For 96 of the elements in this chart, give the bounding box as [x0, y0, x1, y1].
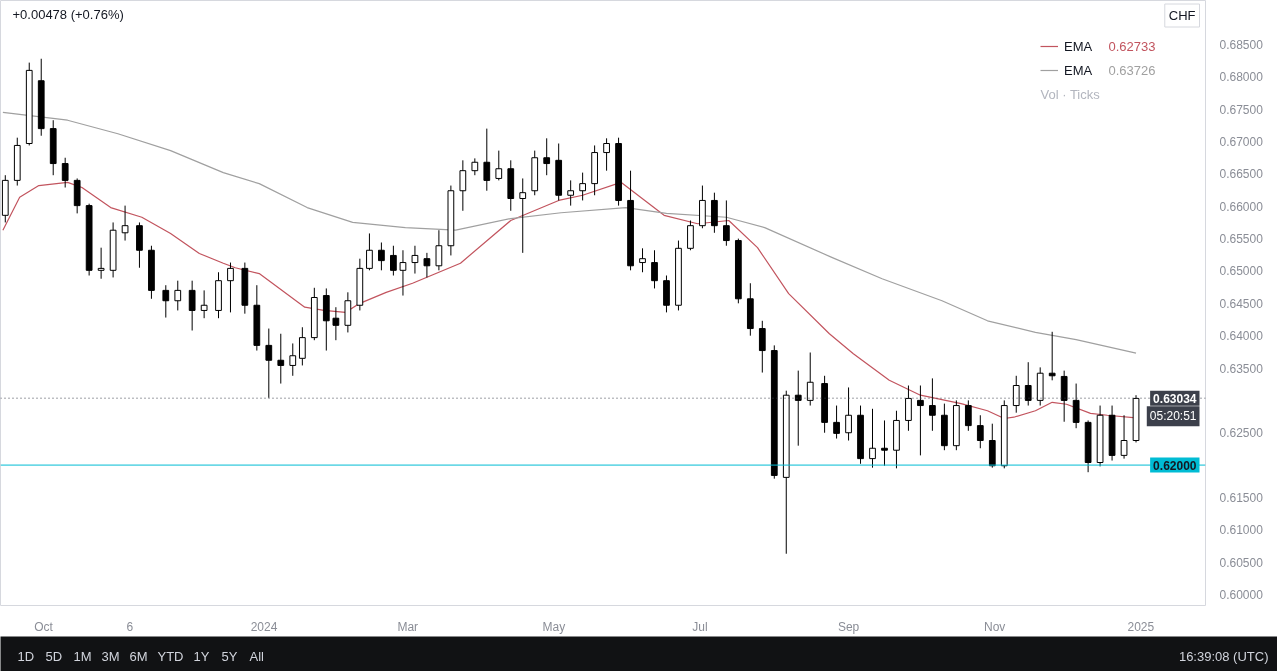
- x-tick-label: May: [542, 619, 566, 634]
- y-tick-label: 0.60000: [1219, 588, 1264, 602]
- text: 6M: [129, 648, 148, 664]
- annotation: +0.00478 (+0.76%): [12, 7, 124, 22]
- candlestick: [298, 326, 306, 366]
- candlestick: [567, 179, 575, 207]
- candlestick: [483, 128, 491, 192]
- text: 16:39:08 (UTC): [1178, 648, 1269, 664]
- text: 3M: [101, 648, 120, 664]
- candlestick: [265, 328, 273, 399]
- candlestick: [459, 159, 467, 212]
- candlestick: [495, 150, 503, 181]
- y-tick-label: 0.67000: [1219, 135, 1264, 150]
- x-tick-label: Oct: [34, 619, 54, 634]
- candlestick: [227, 262, 234, 313]
- legend-label: EMA: [1064, 37, 1093, 56]
- y-tick-label: 0.66500: [1219, 167, 1264, 182]
- candlestick: [200, 289, 208, 319]
- candlestick: [976, 414, 984, 449]
- ref-line-label: 0.62000: [1153, 458, 1197, 473]
- candlestick: [833, 405, 840, 440]
- candlestick: [579, 172, 587, 201]
- candlestick: [651, 249, 658, 289]
- y-tick-label: 0.61000: [1219, 523, 1264, 538]
- annotation: 0.62733: [1108, 39, 1156, 54]
- text: 5Y: [221, 648, 238, 664]
- candlestick: [543, 137, 551, 176]
- candlestick: [905, 385, 912, 432]
- candlestick: [687, 220, 694, 251]
- x-tick-label: 2025: [1127, 619, 1155, 634]
- text: All: [249, 648, 265, 664]
- candlestick: [1048, 331, 1056, 381]
- y-tick-label: 0.62500: [1219, 426, 1264, 441]
- candlestick: [639, 247, 646, 273]
- candlestick: [390, 245, 397, 276]
- annotation: CHF: [1168, 8, 1196, 23]
- candlestick: [423, 252, 431, 278]
- candlestick: [435, 229, 443, 271]
- candlestick: [411, 245, 419, 275]
- candlestick: [806, 352, 814, 407]
- candlestick: [519, 177, 527, 254]
- candlestick: [188, 280, 196, 331]
- annotation: 05:20:51: [1149, 409, 1197, 424]
- y-tick-label: 0.63500: [1219, 361, 1264, 376]
- candlestick: [1060, 370, 1068, 423]
- text: 1Y: [193, 648, 210, 664]
- text: YTD: [157, 648, 184, 664]
- x-tick-label: 6: [126, 619, 134, 634]
- candlestick: [277, 333, 285, 385]
- x-tick-label: Sep: [837, 619, 860, 634]
- y-tick-label: 0.65500: [1219, 232, 1264, 247]
- annotation: 0.63726: [1108, 63, 1156, 78]
- candlestick: [845, 386, 852, 441]
- candlestick: [162, 284, 170, 319]
- candlestick: [97, 247, 105, 280]
- candlestick: [917, 385, 924, 456]
- x-tick-label: Mar: [397, 619, 419, 634]
- candlestick: [869, 408, 876, 469]
- candlestick: [881, 419, 888, 467]
- candlestick: [1024, 361, 1032, 407]
- y-tick-label: 0.68500: [1219, 38, 1264, 52]
- candlestick: [121, 205, 129, 242]
- candlestick: [929, 377, 936, 432]
- candlestick: [1072, 383, 1080, 429]
- annotation: Vol · Ticks: [1040, 87, 1101, 102]
- candlestick: [174, 280, 182, 311]
- x-tick-label: 2024: [250, 619, 278, 634]
- y-tick-label: 0.60500: [1219, 555, 1264, 570]
- y-tick-label: 0.66000: [1219, 199, 1264, 214]
- candlestick: [964, 399, 972, 432]
- line-series: [2, 111, 1137, 354]
- candlestick: [723, 199, 730, 247]
- candlestick: [289, 342, 297, 377]
- y-tick-label: 0.61500: [1219, 490, 1264, 505]
- candlestick: [758, 320, 766, 374]
- candlestick: [61, 157, 69, 188]
- x-tick-label: Jul: [692, 619, 708, 634]
- text: 5D: [45, 648, 63, 664]
- y-tick-label: 0.64000: [1219, 329, 1264, 344]
- text: 1D: [17, 648, 35, 664]
- y-tick-label: 0.65000: [1219, 264, 1264, 279]
- candlestick: [794, 370, 802, 447]
- x-tick-label: Nov: [984, 619, 1006, 634]
- candlestick: [1012, 375, 1020, 414]
- y-tick-label: 0.68000: [1219, 70, 1264, 85]
- candlestick: [603, 137, 610, 172]
- ref-line-label: 0.63034: [1153, 391, 1197, 406]
- y-tick-label: 0.67500: [1219, 102, 1264, 117]
- candlestick: [1120, 414, 1128, 460]
- candlestick: [399, 249, 407, 297]
- text: 1M: [73, 648, 92, 664]
- candlestick: [366, 232, 373, 271]
- y-tick-label: 0.64500: [1219, 296, 1264, 311]
- candlestick: [378, 242, 385, 271]
- legend-label: EMA: [1064, 61, 1093, 80]
- candlestick: [332, 306, 340, 341]
